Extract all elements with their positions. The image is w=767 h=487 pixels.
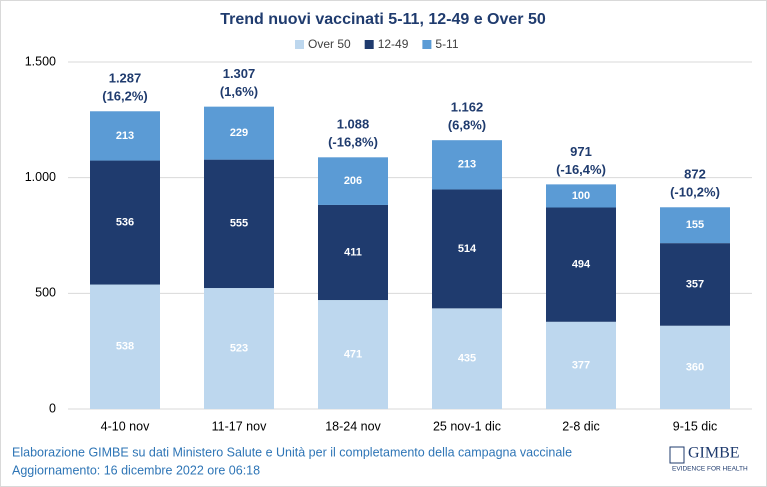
segment-label: 514 [458, 243, 477, 255]
bar-segment [204, 159, 274, 289]
legend-swatch [364, 40, 374, 49]
legend-swatch [422, 40, 432, 49]
bar-segment [90, 160, 160, 285]
total-label: 1.088 [337, 117, 370, 132]
logo-icon [669, 446, 685, 464]
legend-label: 12-49 [378, 37, 409, 51]
segment-label: 213 [458, 159, 476, 171]
segment-label: 536 [116, 216, 134, 228]
bar-segment [204, 288, 274, 409]
total-label: 1.162 [451, 100, 484, 115]
bar-segment [432, 189, 502, 309]
change-label: (-10,2%) [670, 185, 720, 200]
total-label: 1.287 [109, 71, 142, 86]
change-label: (1,6%) [220, 84, 258, 99]
bar-segment [318, 300, 388, 409]
segment-label: 494 [572, 259, 591, 271]
y-tick-label: 1.000 [25, 170, 56, 184]
logo-tagline: EVIDENCE FOR HEALTH [672, 466, 748, 473]
logo-name: GIMBE [688, 445, 740, 462]
bar-segment [432, 140, 502, 190]
segment-label: 538 [116, 341, 134, 353]
bar-segment [660, 325, 730, 409]
change-label: (16,2%) [102, 89, 148, 104]
bar-segment [546, 184, 616, 208]
chart-title: Trend nuovi vaccinati 5-11, 12-49 e Over… [220, 11, 546, 28]
bar-segment [318, 157, 388, 205]
segment-label: 435 [458, 353, 476, 365]
legend-label: 5-11 [435, 37, 458, 51]
bar-segment [90, 111, 160, 161]
bar-segment [204, 106, 274, 160]
legend-label: Over 50 [308, 37, 351, 51]
x-tick-label: 4-10 nov [101, 419, 150, 433]
segment-label: 206 [344, 175, 362, 187]
legend-swatch [295, 40, 304, 49]
total-label: 1.307 [223, 66, 256, 81]
y-tick-label: 500 [35, 286, 56, 300]
change-label: (-16,8%) [328, 135, 378, 150]
y-tick-label: 0 [49, 401, 56, 415]
segment-label: 100 [572, 190, 590, 202]
segment-label: 523 [230, 342, 248, 354]
bar-segment [318, 204, 388, 301]
x-tick-label: 11-17 nov [212, 419, 267, 433]
segment-label: 555 [230, 218, 248, 230]
source: Elaborazione GIMBE su dati Ministero Sal… [12, 445, 572, 459]
x-tick-label: 2-8 dic [562, 419, 600, 433]
segment-label: 155 [686, 219, 704, 231]
segment-label: 377 [572, 359, 590, 371]
total-label: 971 [570, 144, 592, 159]
total-label: 872 [684, 167, 706, 182]
bar-segment [90, 284, 160, 409]
segment-label: 213 [116, 130, 134, 142]
bar-segment [660, 243, 730, 326]
y-tick-label: 1.500 [25, 54, 56, 68]
x-tick-label: 25 nov-1 dic [433, 419, 501, 433]
segment-label: 360 [686, 361, 704, 373]
updated: Aggiornamento: 16 dicembre 2022 ore 06:1… [12, 463, 260, 477]
segment-label: 229 [230, 127, 248, 139]
x-tick-label: 9-15 dic [673, 419, 717, 433]
change-label: (-16,4%) [556, 162, 606, 177]
segment-label: 471 [344, 348, 362, 360]
change-label: (6,8%) [448, 118, 486, 133]
x-tick-label: 18-24 nov [325, 419, 381, 433]
bar-segment [660, 207, 730, 244]
segment-label: 357 [686, 278, 704, 290]
bar-segment [546, 207, 616, 322]
bar-segment [432, 308, 502, 409]
bar-segment [546, 321, 616, 409]
segment-label: 411 [344, 246, 362, 258]
